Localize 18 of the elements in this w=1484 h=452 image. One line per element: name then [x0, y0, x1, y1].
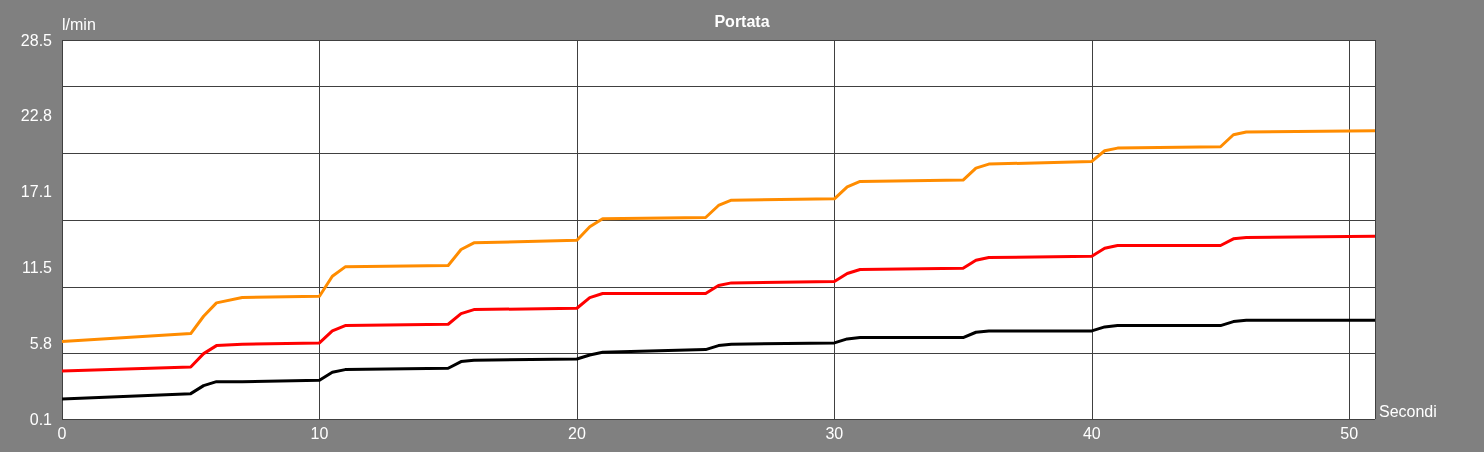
x-tick-label: 0 — [57, 424, 67, 442]
y-tick-label: 28.5 — [20, 31, 53, 49]
x-tick-label: 50 — [1340, 424, 1359, 442]
x-tick-label: 20 — [568, 424, 586, 442]
x-axis-title: Secondi — [1379, 402, 1437, 420]
x-tick-label: 40 — [1082, 424, 1101, 442]
y-tick-label: 17.1 — [20, 183, 53, 201]
y-axis-title: l/min — [62, 15, 96, 33]
x-tick-label: 10 — [310, 424, 329, 442]
line-series — [60, 234, 1377, 373]
y-tick-label: 11.5 — [22, 258, 53, 276]
chart-title: Portata — [714, 12, 770, 30]
y-tick-label: 0.1 — [29, 410, 53, 428]
y-tick-label: 5.8 — [29, 334, 53, 352]
line-series — [60, 129, 1377, 344]
y-tick-label: 22.8 — [20, 107, 53, 125]
x-tick-label: 30 — [825, 424, 844, 442]
line-series — [60, 318, 1377, 401]
